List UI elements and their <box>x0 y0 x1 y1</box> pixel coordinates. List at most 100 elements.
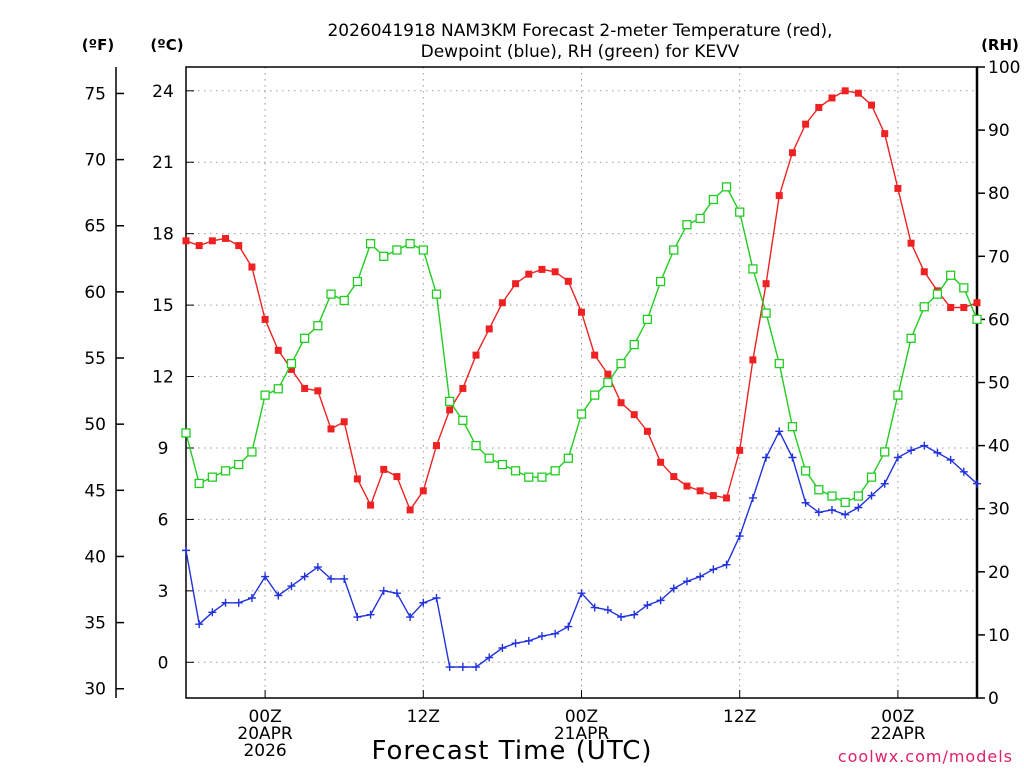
rh-tick-label: 40 <box>988 437 1010 457</box>
data-point <box>814 485 824 495</box>
data-point <box>248 263 256 271</box>
data-point <box>748 493 757 502</box>
time-tick-label: 22APR <box>870 724 926 744</box>
data-point <box>353 613 362 622</box>
celsius-tick-label: 18 <box>152 225 174 245</box>
series-line <box>185 185 978 504</box>
data-point <box>736 446 744 454</box>
data-point <box>577 589 586 598</box>
data-point <box>287 582 296 591</box>
data-point <box>670 473 678 481</box>
data-point <box>445 396 455 407</box>
series-2-meter-temperature <box>182 87 981 514</box>
data-point <box>326 289 336 299</box>
time-tick-label: 00Z <box>565 707 598 727</box>
data-point <box>472 663 481 672</box>
fahrenheit-tick-label: 55 <box>84 349 106 369</box>
data-point <box>881 130 889 138</box>
data-point <box>722 560 731 569</box>
data-point <box>828 94 836 102</box>
time-tick-label: 12Z <box>407 707 440 727</box>
data-point <box>498 299 506 307</box>
data-point <box>208 608 217 617</box>
data-point <box>748 264 758 274</box>
celsius-tick-label: 0 <box>158 653 169 673</box>
data-point <box>893 390 903 400</box>
fahrenheit-tick-label: 70 <box>84 151 106 171</box>
chart-title-line1: 2026041918 NAM3KM Forecast 2-meter Tempe… <box>327 21 832 41</box>
data-point <box>261 315 269 323</box>
data-point <box>814 508 823 517</box>
data-point <box>406 613 415 622</box>
data-point <box>590 390 600 400</box>
data-point <box>709 565 718 574</box>
fahrenheit-tick-label: 50 <box>84 415 106 435</box>
data-point <box>880 479 889 488</box>
data-point <box>353 475 361 483</box>
data-point <box>617 613 626 622</box>
data-point <box>195 242 203 250</box>
data-point <box>498 643 507 652</box>
data-point <box>313 321 323 331</box>
data-point <box>340 574 349 583</box>
data-point <box>446 406 454 414</box>
data-point <box>827 505 836 514</box>
time-tick-label: 00Z <box>881 707 914 727</box>
data-point <box>194 478 204 489</box>
data-point <box>723 494 731 502</box>
data-point <box>286 358 297 369</box>
rh-tick-label: 0 <box>988 689 999 709</box>
data-point <box>920 268 928 276</box>
data-point <box>630 610 639 619</box>
fahrenheit-tick-label: 75 <box>84 84 106 104</box>
rh-tick-label: 80 <box>988 184 1010 204</box>
data-point <box>972 314 982 325</box>
data-point <box>234 459 244 470</box>
data-point <box>867 491 876 500</box>
data-point <box>392 589 401 598</box>
data-point <box>656 596 665 605</box>
data-point <box>472 351 480 359</box>
time-tick-label: 2026 <box>243 741 286 761</box>
data-point <box>775 427 784 436</box>
data-point <box>365 239 376 249</box>
data-point <box>933 448 942 457</box>
data-point <box>617 399 625 407</box>
data-point <box>868 101 876 109</box>
celsius-tick-label: 9 <box>158 439 169 459</box>
fahrenheit-tick-label: 65 <box>84 217 106 237</box>
data-point <box>696 572 705 581</box>
fahrenheit-unit-label: (ºF) <box>82 36 114 54</box>
data-point <box>510 466 521 476</box>
data-point <box>379 251 389 261</box>
data-point <box>788 453 797 462</box>
data-point <box>234 598 243 607</box>
data-point <box>327 574 336 583</box>
rh-tick-label: 20 <box>988 563 1010 583</box>
data-point <box>735 207 745 217</box>
data-point <box>907 239 915 247</box>
data-point <box>854 503 863 512</box>
time-tick-label: 20APR <box>237 724 293 744</box>
data-point <box>932 289 943 299</box>
data-point <box>630 411 638 419</box>
data-point <box>340 418 348 426</box>
data-point <box>459 384 467 392</box>
rh-tick-label: 70 <box>988 247 1010 267</box>
data-point <box>578 308 585 316</box>
data-point <box>669 584 678 593</box>
data-point <box>960 303 968 311</box>
data-point <box>484 453 494 463</box>
data-point <box>418 245 428 255</box>
data-point <box>352 276 363 287</box>
data-point <box>485 325 493 333</box>
data-point <box>512 280 520 288</box>
fahrenheit-tick-label: 45 <box>84 481 106 501</box>
data-point <box>841 510 850 519</box>
data-point <box>827 491 837 501</box>
data-point <box>788 149 796 157</box>
data-point <box>220 466 231 476</box>
rh-tick-label: 60 <box>988 310 1010 330</box>
data-point <box>800 466 811 476</box>
data-point <box>432 442 440 450</box>
